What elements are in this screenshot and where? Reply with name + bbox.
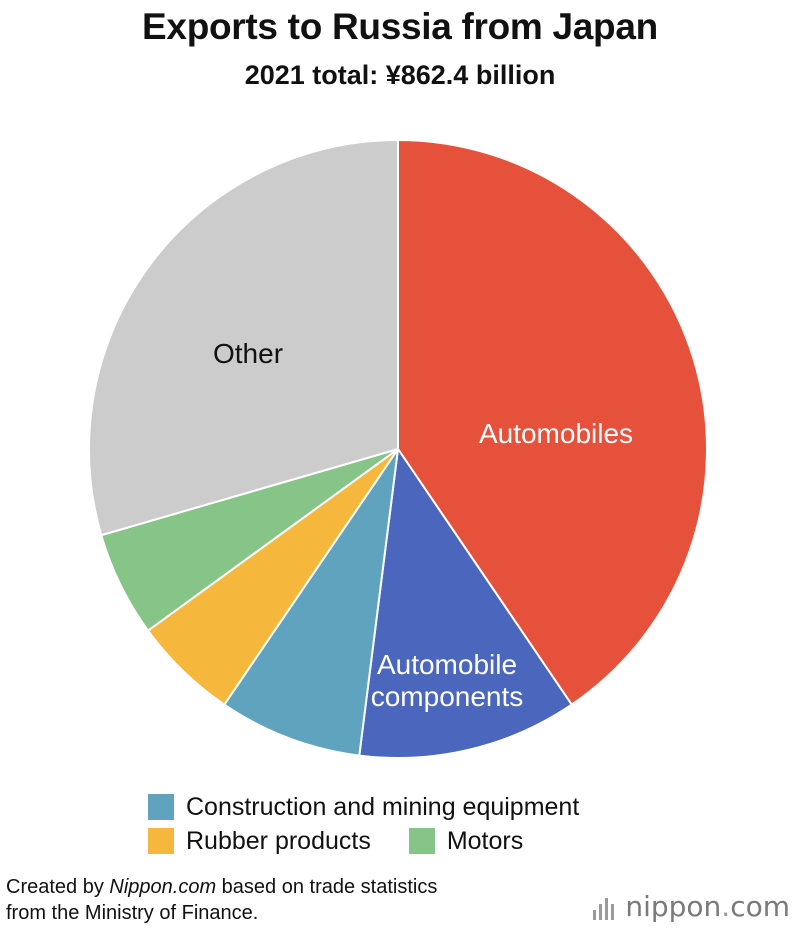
- pie-label-other: Other: [213, 338, 283, 369]
- pie-slice-automobiles: [397, 138, 708, 706]
- credit-line-2: from the Ministry of Finance.: [6, 902, 259, 924]
- logo-word: nippon: [625, 890, 722, 923]
- legend-item-construction: Construction and mining equipment: [148, 793, 579, 822]
- pie-slice-other: [88, 138, 399, 537]
- chart-subtitle: 2021 total: ¥862.4 billion: [244, 60, 556, 90]
- pie-slice-construction-and-mining-equipment: [222, 448, 399, 757]
- credit-source: Nippon.com: [109, 876, 217, 898]
- legend-label-rubber: Rubber products: [186, 826, 371, 855]
- legend: Construction and mining equipment Rubber…: [148, 790, 788, 858]
- legend-swatch-rubber: [148, 828, 174, 854]
- legend-row-2: Rubber products Motors: [148, 824, 788, 858]
- legend-item-rubber: Rubber products: [148, 827, 371, 856]
- legend-swatch-motors: [408, 828, 435, 854]
- legend-swatch-construction: [148, 794, 174, 820]
- credit-line-1: Created by Nippon.com based on trade sta…: [6, 874, 566, 900]
- logo-dot: .: [721, 890, 731, 923]
- logo-bars-icon: [593, 894, 617, 920]
- pie-label-automobiles: Automobiles: [479, 418, 633, 449]
- credit-suffix: based on trade statistics: [216, 876, 438, 898]
- legend-label-construction: Construction and mining equipment: [186, 792, 580, 821]
- logo-tld: com: [730, 890, 790, 923]
- legend-row-1: Construction and mining equipment: [148, 790, 788, 824]
- legend-label-motors: Motors: [446, 826, 524, 855]
- credit-prefix: Created by: [6, 876, 110, 898]
- legend-item-motors: Motors: [408, 826, 524, 856]
- source-credit: Created by Nippon.com based on trade sta…: [6, 874, 566, 926]
- pie-label-automobile-components: Automobile components: [371, 649, 524, 712]
- pie-slice-automobile-components: [358, 446, 574, 759]
- nippon-logo: nippon. com: [593, 890, 790, 923]
- chart-title: Exports to Russia from Japan: [142, 6, 658, 47]
